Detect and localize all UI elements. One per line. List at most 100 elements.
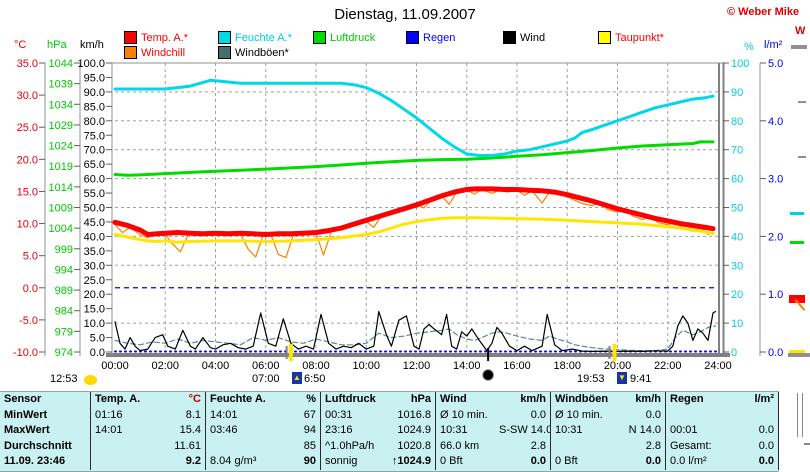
table-value-cell: ↑1024.9 — [391, 455, 431, 468]
next-panel-humidity-line-fragment — [790, 212, 804, 215]
table-value-cell: 0.0 — [645, 408, 661, 421]
table-time-cell: Ø 10 min. — [550, 407, 610, 424]
gusts-swatch-icon — [218, 46, 231, 59]
wind-axis-tick-label: 35.0 — [84, 246, 105, 258]
x-axis-tick-label: 04:00 — [202, 360, 230, 372]
humidity-axis-tick-label: 70 — [731, 145, 743, 157]
table-header-unit: % — [306, 393, 316, 405]
x-axis-tick-label: 02:00 — [151, 360, 179, 372]
rain-axis-tick-label: 3.0 — [768, 174, 783, 186]
legend-label: Luftdruck — [330, 31, 376, 44]
legend-label: Windböen* — [235, 46, 289, 59]
legend-item-rain[interactable]: Regen — [406, 31, 455, 44]
rain-axis-unit: l/m² — [764, 39, 783, 51]
sunrise-time-label: 07:00 — [252, 373, 280, 385]
series-luftdruck — [113, 140, 715, 177]
table-time-cell: 00:01 — [665, 423, 724, 439]
table-value-cell: 0.0 — [645, 455, 661, 468]
table-value-cell: N 14.0 — [628, 424, 661, 437]
table-value-cell: S-SW 14.0 — [499, 424, 550, 437]
table-time-cell: Gesamt: — [665, 438, 724, 455]
pressure-axis-tick-label: 994 — [55, 264, 73, 276]
wind-axis-unit: km/h — [80, 39, 104, 51]
pressure-axis-tick-label: 1004 — [49, 223, 73, 235]
rain-axis-tick-label: 0.0 — [768, 347, 783, 359]
table-header-unit: l/m² — [724, 392, 779, 408]
legend-label: Windchill — [141, 46, 186, 59]
legend-item-dewpoint[interactable]: Taupunkt* — [598, 31, 664, 44]
wind-axis-tick-label: 50.0 — [84, 203, 105, 215]
humidity-axis-tick-label: 100 — [731, 58, 749, 70]
wind-axis-tick-label: 100.0 — [77, 58, 105, 70]
rain-axis-tick-label: 1.0 — [768, 289, 783, 301]
pressure-axis-tick-label: 989 — [55, 285, 73, 297]
wind-axis-tick-label: 15.0 — [84, 304, 105, 316]
table-time-cell: 10:31 — [435, 423, 495, 439]
table-value-cell: 0.0 — [724, 454, 779, 470]
legend-item-wind[interactable]: Wind — [503, 31, 545, 44]
table-header-unit: °C — [188, 393, 201, 405]
next-panel-axis-fragment — [791, 45, 807, 49]
table-value-cell: 0.0 — [530, 455, 546, 468]
table-header-sensor: Sensor — [4, 393, 42, 405]
humidity-axis-tick-label: 20 — [731, 289, 743, 301]
legend-item-pressure[interactable]: Luftdruck — [313, 31, 375, 44]
sunset-time-label: 19:53 — [577, 373, 605, 385]
wind-axis-tick-label: 75.0 — [84, 130, 105, 142]
wind-axis-tick-label: 45.0 — [84, 217, 105, 229]
table-header-unit: hPa — [410, 393, 431, 405]
table-value-cell: 0.0 — [724, 438, 779, 455]
table-row-label: MinWert — [4, 408, 48, 421]
legend-item-humidity[interactable]: Feuchte A.* — [218, 31, 292, 44]
table-value-cell — [724, 407, 779, 424]
sunset-icon: ▼ — [617, 372, 627, 384]
table-header-group: Windböen — [550, 392, 610, 408]
temp-axis-tick-label: 30.0 — [17, 90, 38, 102]
table-time-cell: 0.0 l/m² — [665, 454, 724, 470]
table-time-cell — [90, 454, 150, 470]
rain-axis-tick-label: 5.0 — [768, 58, 783, 70]
x-axis-tick-label: 08:00 — [302, 360, 330, 372]
wind-swatch-icon — [503, 31, 516, 44]
rain-axis-tick-label: 2.0 — [768, 231, 783, 243]
table-header-group: Luftdruck — [320, 392, 380, 408]
series-windben — [114, 325, 717, 352]
humidity-axis-tick-label: 10 — [731, 318, 743, 330]
series-taupunkt — [113, 216, 715, 244]
weather-chart[interactable]: 35.0 30.0 25.0 20.0 15.0 10.0 5.0 0.0 -5.0 -10.0 1… — [0, 55, 810, 392]
wind-axis-tick-label: 65.0 — [84, 159, 105, 171]
x-axis-tick-label: 20:00 — [604, 360, 632, 372]
copyright: © Weber Mike — [727, 6, 800, 18]
table-value-cell: 2.8 — [645, 439, 661, 452]
legend-item-windchill[interactable]: Windchill — [124, 46, 185, 59]
sun-icon — [84, 375, 97, 385]
table-time-cell: 0 Bft — [550, 454, 610, 470]
table-time-cell: 66.0 km — [435, 438, 495, 455]
table-time-cell: sonnig — [320, 454, 380, 470]
table-time-cell — [550, 438, 610, 455]
table-header-group: Feuchte A. — [205, 392, 265, 408]
page-title: Dienstag, 11.09.2007 — [334, 6, 476, 23]
series-wind — [114, 310, 717, 352]
legend-label: Regen — [423, 31, 456, 44]
table-time-cell: 14:01 — [205, 407, 265, 424]
wind-axis-tick-label: 0.0 — [90, 347, 105, 359]
table-header-group: Temp. A. — [90, 392, 150, 408]
temp-axis-tick-label: 15.0 — [17, 186, 38, 198]
table-row-label: Durchschnitt — [4, 439, 72, 452]
pressure-axis-tick-label: 1024 — [49, 141, 73, 153]
x-axis-tick-label: 22:00 — [654, 360, 682, 372]
table-value-cell: 1016.8 — [397, 408, 431, 421]
table-time-cell — [205, 438, 265, 455]
humidity-axis-tick-label: 0 — [731, 347, 737, 359]
pressure-axis-tick-label: 1034 — [49, 99, 73, 111]
next-panel-pressure-line-fragment — [790, 241, 804, 244]
wind-axis-tick-label: 55.0 — [84, 188, 105, 200]
table-time-cell: Ø 10 min. — [435, 407, 495, 424]
legend-item-gusts[interactable]: Windböen* — [218, 46, 289, 59]
humidity-swatch-icon — [218, 31, 231, 44]
sunrise-icon: ▲ — [292, 372, 302, 384]
wind-axis-tick-label: 40.0 — [84, 231, 105, 243]
pressure-axis-tick-label: 979 — [55, 326, 73, 338]
legend-item-temp[interactable]: Temp. A.* — [124, 31, 188, 44]
